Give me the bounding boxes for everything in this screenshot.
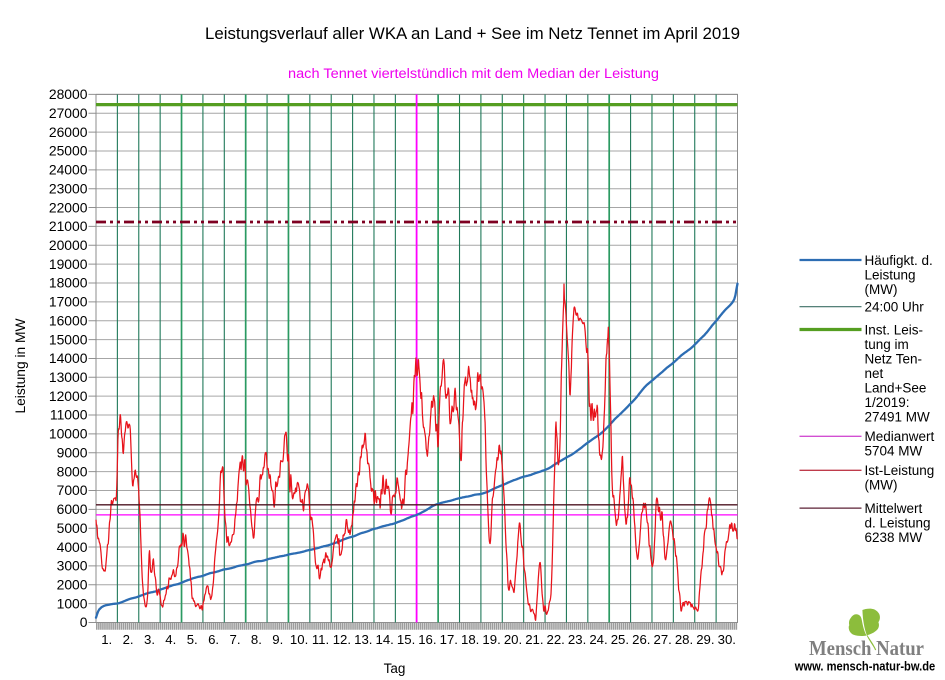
svg-text:19000: 19000 bbox=[49, 256, 88, 272]
svg-text:(MW): (MW) bbox=[865, 478, 898, 493]
svg-text:1.: 1. bbox=[101, 632, 112, 647]
svg-text:Netz Ten-: Netz Ten- bbox=[865, 351, 923, 366]
svg-text:27000: 27000 bbox=[49, 105, 88, 121]
svg-text:Leistung in MW: Leistung in MW bbox=[13, 318, 28, 413]
svg-text:24:00 Uhr: 24:00 Uhr bbox=[865, 300, 925, 315]
svg-text:16000: 16000 bbox=[49, 312, 88, 328]
svg-text:3.: 3. bbox=[144, 632, 155, 647]
svg-text:Tag: Tag bbox=[384, 661, 406, 676]
svg-text:20.: 20. bbox=[504, 632, 522, 647]
svg-text:Ist-Leistung: Ist-Leistung bbox=[865, 463, 935, 478]
svg-text:2.: 2. bbox=[123, 632, 134, 647]
svg-text:30.: 30. bbox=[718, 632, 736, 647]
svg-text:23000: 23000 bbox=[49, 180, 88, 196]
svg-text:5704 MW: 5704 MW bbox=[865, 444, 923, 459]
svg-text:15000: 15000 bbox=[49, 331, 88, 347]
svg-text:20000: 20000 bbox=[49, 237, 88, 253]
svg-text:6000: 6000 bbox=[57, 501, 88, 517]
svg-text:12000: 12000 bbox=[49, 388, 88, 404]
svg-text:9.: 9. bbox=[272, 632, 283, 647]
svg-text:Land+See: Land+See bbox=[865, 380, 927, 395]
svg-text:21.: 21. bbox=[525, 632, 543, 647]
svg-text:Leistung: Leistung bbox=[865, 267, 916, 282]
svg-text:14.: 14. bbox=[376, 632, 394, 647]
svg-text:7.: 7. bbox=[230, 632, 241, 647]
svg-text:4.: 4. bbox=[165, 632, 176, 647]
svg-text:Mittelwert: Mittelwert bbox=[865, 501, 923, 516]
svg-text:tung im: tung im bbox=[865, 337, 909, 352]
svg-text:Häufigkt. d.: Häufigkt. d. bbox=[865, 253, 933, 268]
svg-text:18000: 18000 bbox=[49, 275, 88, 291]
svg-text:8000: 8000 bbox=[57, 463, 88, 479]
svg-text:25000: 25000 bbox=[49, 143, 88, 159]
svg-text:27491 MW: 27491 MW bbox=[865, 409, 931, 424]
svg-text:27.: 27. bbox=[654, 632, 672, 647]
svg-text:Inst. Leis-: Inst. Leis- bbox=[865, 322, 924, 337]
svg-text:26000: 26000 bbox=[49, 124, 88, 140]
svg-text:24000: 24000 bbox=[49, 162, 88, 178]
svg-text:26.: 26. bbox=[632, 632, 650, 647]
svg-text:24.: 24. bbox=[589, 632, 607, 647]
svg-text:4000: 4000 bbox=[57, 539, 88, 555]
svg-text:18.: 18. bbox=[461, 632, 479, 647]
svg-text:1/2019:: 1/2019: bbox=[865, 395, 910, 410]
svg-text:6238 MW: 6238 MW bbox=[865, 530, 923, 545]
svg-text:19.: 19. bbox=[482, 632, 500, 647]
svg-text:net: net bbox=[865, 366, 884, 381]
svg-text:3000: 3000 bbox=[57, 558, 88, 574]
svg-text:14000: 14000 bbox=[49, 350, 88, 366]
svg-text:22000: 22000 bbox=[49, 199, 88, 215]
svg-text:9000: 9000 bbox=[57, 445, 88, 461]
svg-text:11.: 11. bbox=[312, 632, 329, 647]
svg-text:d. Leistung: d. Leistung bbox=[865, 515, 931, 530]
svg-text:15.: 15. bbox=[397, 632, 415, 647]
svg-text:17000: 17000 bbox=[49, 294, 88, 310]
svg-text:8.: 8. bbox=[251, 632, 262, 647]
svg-text:17.: 17. bbox=[440, 632, 458, 647]
svg-text:29.: 29. bbox=[696, 632, 714, 647]
svg-text:5000: 5000 bbox=[57, 520, 88, 536]
svg-text:25.: 25. bbox=[611, 632, 629, 647]
svg-text:0: 0 bbox=[80, 614, 88, 630]
svg-text:1000: 1000 bbox=[57, 595, 88, 611]
svg-text:nach Tennet viertelstündlich m: nach Tennet viertelstündlich mit dem Med… bbox=[288, 66, 659, 81]
svg-text:23.: 23. bbox=[568, 632, 586, 647]
svg-text:10.: 10. bbox=[290, 632, 308, 647]
svg-text:Mensch Natur: Mensch Natur bbox=[809, 636, 924, 660]
svg-text:13.: 13. bbox=[354, 632, 372, 647]
svg-text:22.: 22. bbox=[547, 632, 565, 647]
svg-text:12.: 12. bbox=[333, 632, 351, 647]
svg-text:7000: 7000 bbox=[57, 482, 88, 498]
svg-text:5.: 5. bbox=[187, 632, 198, 647]
svg-text:(MW): (MW) bbox=[865, 282, 898, 297]
svg-text:28.: 28. bbox=[675, 632, 693, 647]
svg-text:28000: 28000 bbox=[49, 86, 88, 102]
svg-text:21000: 21000 bbox=[49, 218, 88, 234]
svg-text:2000: 2000 bbox=[57, 577, 88, 593]
svg-text:13000: 13000 bbox=[49, 369, 88, 385]
svg-text:6.: 6. bbox=[208, 632, 219, 647]
svg-text:Leistungsverlauf aller WKA an: Leistungsverlauf aller WKA an Land + See… bbox=[205, 25, 740, 43]
svg-text:www. mensch-natur-bw.de: www. mensch-natur-bw.de bbox=[794, 659, 935, 674]
svg-text:10000: 10000 bbox=[49, 426, 88, 442]
svg-text:Medianwert: Medianwert bbox=[865, 429, 935, 444]
svg-text:16.: 16. bbox=[418, 632, 436, 647]
svg-text:11000: 11000 bbox=[50, 407, 88, 423]
